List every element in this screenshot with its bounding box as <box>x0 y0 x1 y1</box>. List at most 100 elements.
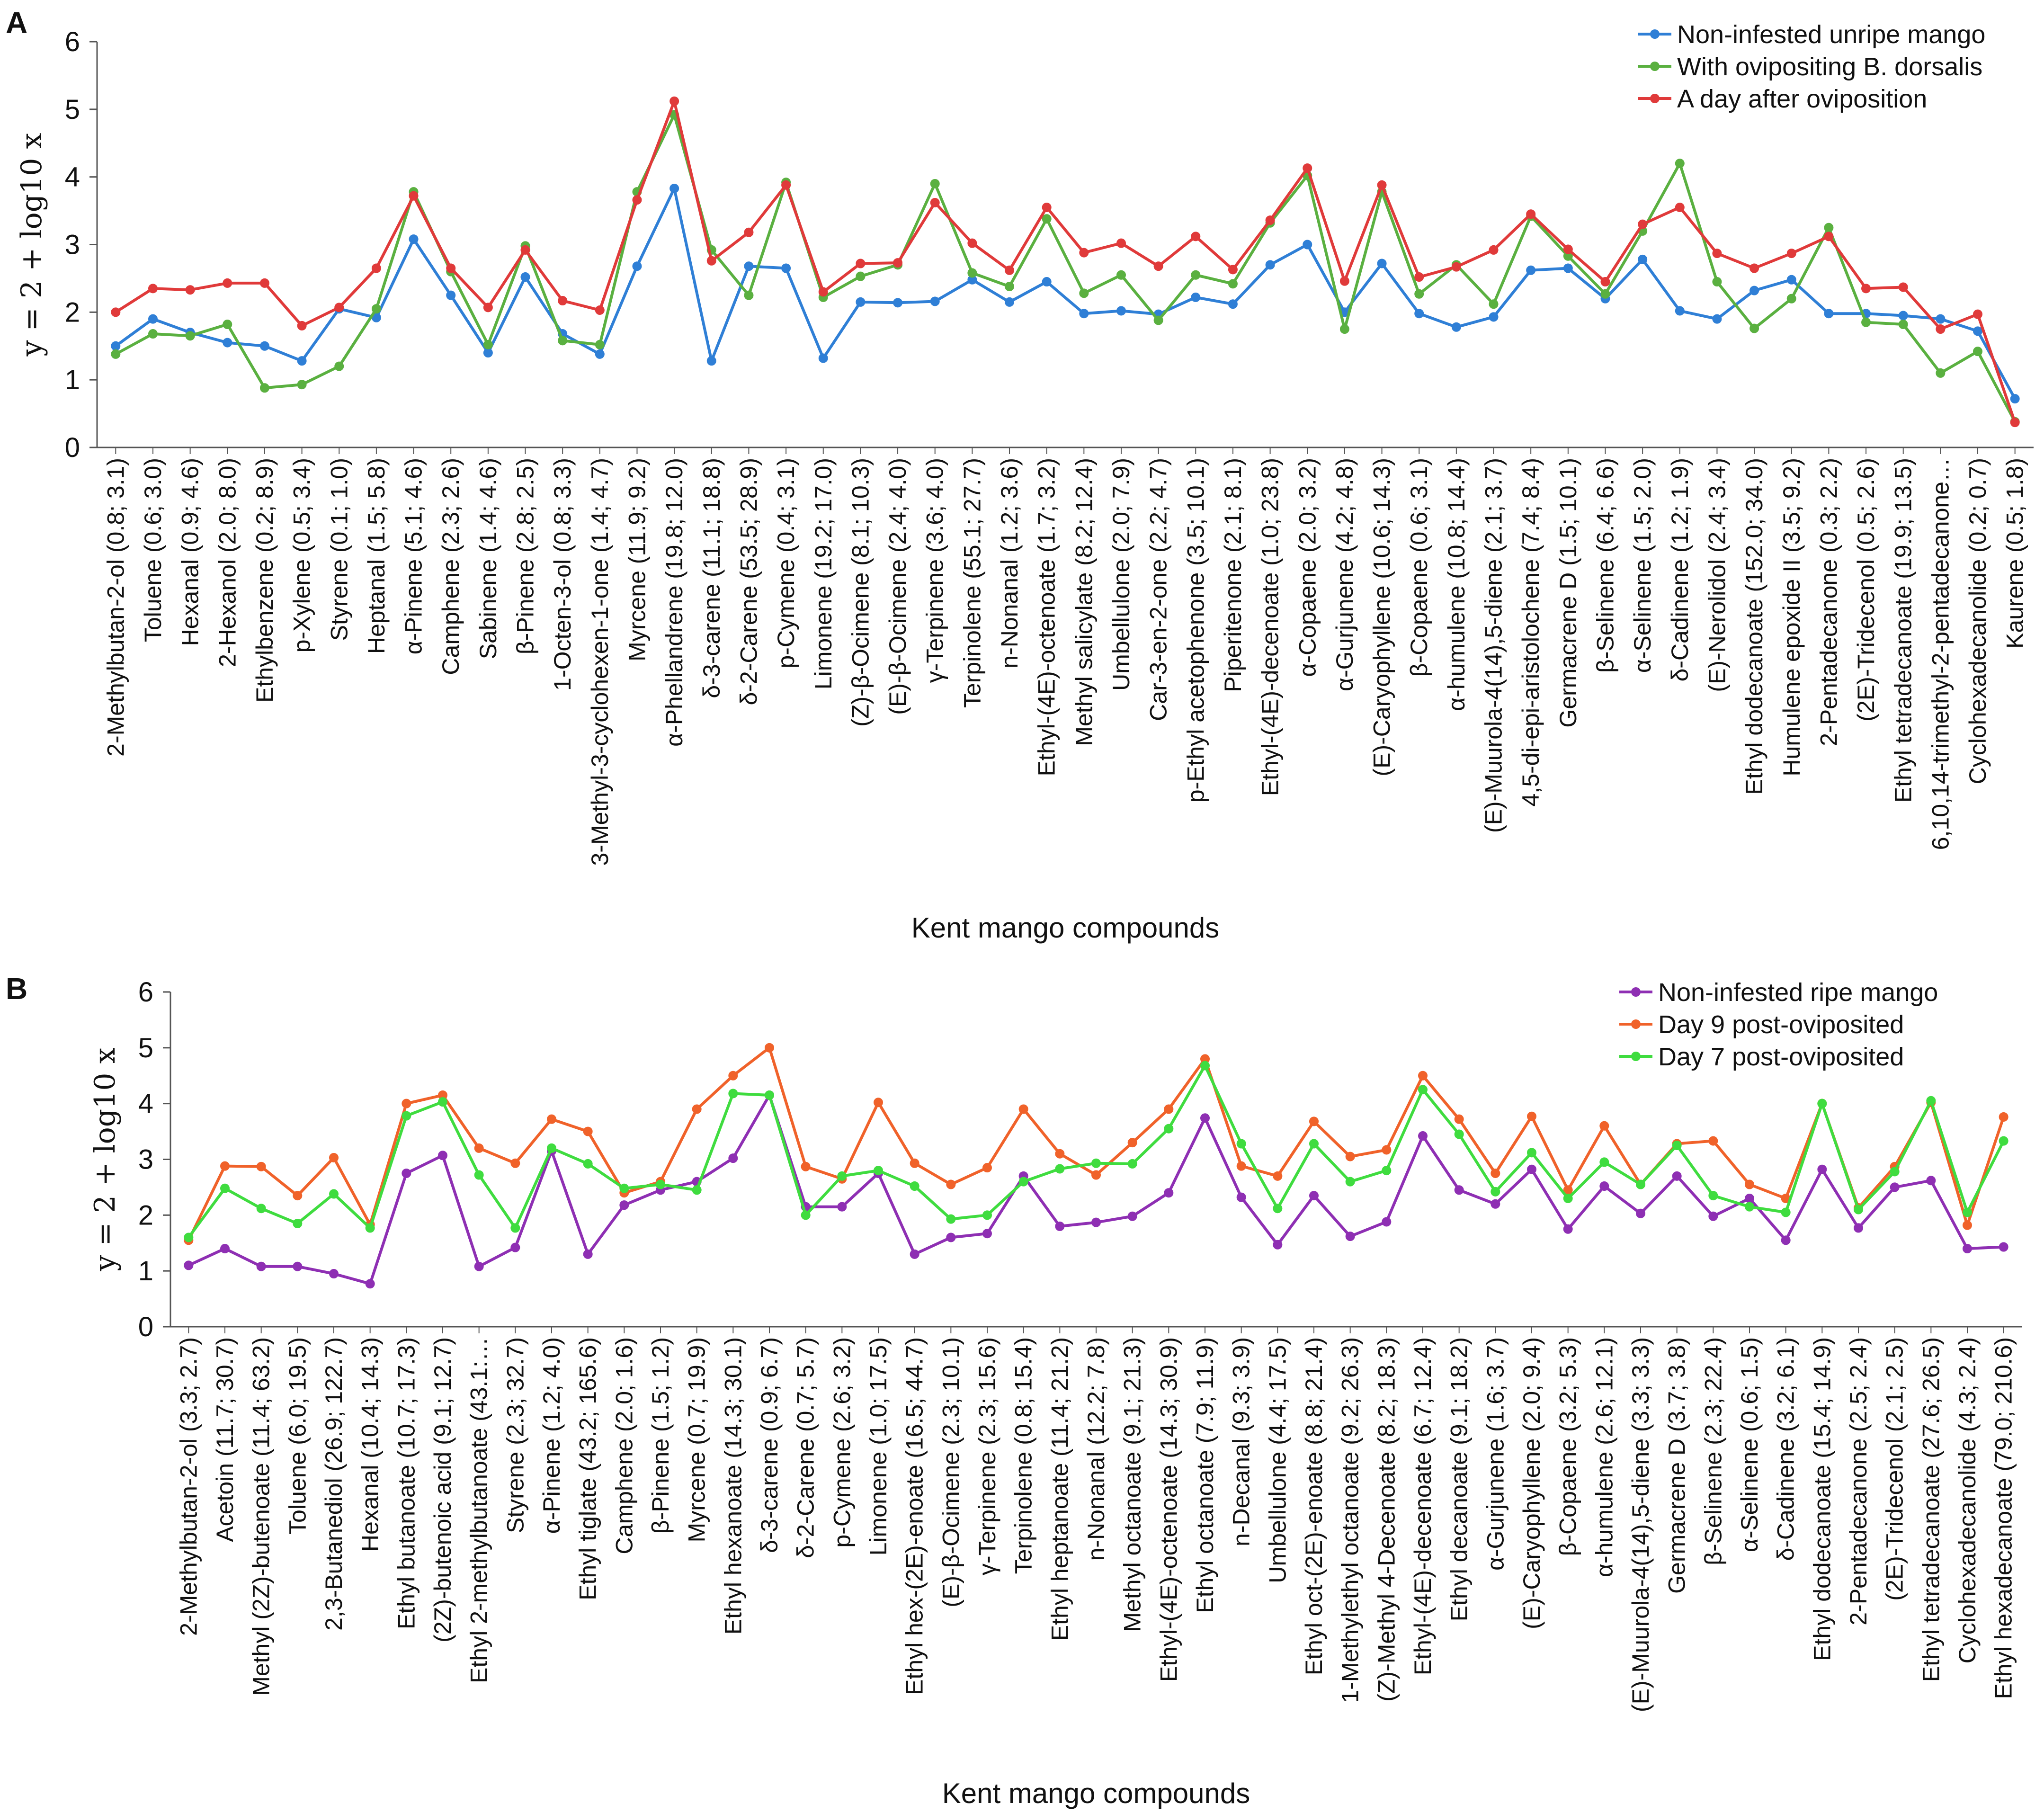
data-point <box>223 320 232 330</box>
y-tick-label: 3 <box>65 230 80 260</box>
x-tick-label: Ethyl tetradecanoate (27.6; 26.5) <box>1918 1337 1944 1682</box>
x-tick-label: Sabinene (1.4; 4.6) <box>475 458 501 659</box>
x-tick-label: Ethyl-(4E)-decenoate (6.7; 12.4) <box>1410 1337 1436 1675</box>
data-point <box>874 1166 883 1176</box>
data-point <box>1382 1145 1392 1155</box>
data-point <box>483 303 493 313</box>
data-point <box>297 380 307 390</box>
y-axis-label: y = 2 + log10 x <box>89 1047 122 1271</box>
data-point <box>1781 1207 1791 1217</box>
panel-letter: B <box>6 972 27 1006</box>
data-point <box>510 1223 520 1233</box>
data-point <box>1382 1166 1392 1176</box>
data-point <box>1712 277 1722 287</box>
x-tick-label: 2-Pentadecanone (2.5; 2.4) <box>1845 1337 1872 1625</box>
data-point <box>744 290 754 300</box>
data-point <box>1418 1085 1428 1095</box>
data-point <box>185 285 195 295</box>
data-point <box>1708 1211 1718 1221</box>
data-point <box>184 1232 194 1242</box>
x-tick-label: Cyclohexadecanolide (4.3; 2.4) <box>1954 1337 1981 1663</box>
data-point <box>1164 1188 1174 1198</box>
data-point <box>1527 1164 1536 1174</box>
data-point <box>1563 244 1573 254</box>
data-point <box>669 96 679 106</box>
data-point <box>1890 1167 1900 1177</box>
data-point <box>1489 299 1499 309</box>
x-tick-label: δ-Cadinene (1.2; 1.9) <box>1667 458 1693 682</box>
data-point <box>334 361 344 371</box>
data-point <box>1091 1170 1101 1180</box>
data-point <box>1636 1208 1645 1218</box>
data-point <box>856 297 866 307</box>
data-point <box>483 339 493 349</box>
data-point <box>728 1071 738 1081</box>
data-point <box>483 348 493 358</box>
data-point <box>1599 1121 1609 1131</box>
data-point <box>1055 1149 1065 1159</box>
panel-a: A 0 1 2 3 4 5 6 y = 2 + log10 x 2-Methylbutan-2-o… <box>6 6 2034 944</box>
y-tick-label: 2 <box>65 297 80 328</box>
data-point <box>930 197 940 207</box>
data-point <box>558 296 568 306</box>
x-axis-label: Kent mango compounds <box>942 1777 1250 1809</box>
data-point <box>893 258 903 268</box>
x-tick-label: 2-Methylbutan-2-ol (3.3; 2.7) <box>175 1337 202 1636</box>
data-point <box>1749 286 1759 295</box>
x-tick-label: Ethyl hex-(2E)-enoate (16.5; 44.7) <box>902 1337 928 1695</box>
data-point <box>692 1104 702 1114</box>
data-point <box>446 263 456 273</box>
x-tick-label: (E)-Caryophyllene (10.6; 14.3) <box>1369 458 1395 777</box>
legend-marker <box>1650 29 1660 39</box>
data-point <box>1236 1139 1246 1149</box>
data-point <box>1898 320 1908 330</box>
legend-marker <box>1650 94 1660 103</box>
data-point <box>1265 215 1275 225</box>
data-point <box>148 284 158 294</box>
data-point <box>1563 263 1573 273</box>
y-tick-label: 0 <box>138 1312 153 1342</box>
legend-label: Day 7 post-oviposited <box>1658 1043 1904 1071</box>
x-tick-label: Ethyl octanoate (7.9; 11.9) <box>1192 1337 1218 1613</box>
data-point <box>1563 1193 1573 1203</box>
data-point <box>1228 279 1238 289</box>
data-point <box>558 336 568 346</box>
x-tick-label: p-Ethyl acetophenone (3.5; 10.1) <box>1182 458 1209 803</box>
data-point <box>510 1158 520 1168</box>
y-tick-label: 2 <box>138 1200 153 1231</box>
data-point <box>595 349 605 359</box>
x-tick-label: Methyl octanoate (9.1; 21.3) <box>1119 1337 1146 1632</box>
data-point <box>1489 312 1499 322</box>
y-axis-label: y = 2 + log10 x <box>15 133 48 357</box>
data-point <box>1898 282 1908 292</box>
legend-marker <box>1631 1052 1641 1061</box>
data-point <box>1116 306 1126 316</box>
x-tick-label: β-Pinene (1.5; 1.2) <box>647 1337 674 1534</box>
data-point <box>946 1179 956 1189</box>
data-point <box>1712 249 1722 259</box>
legend-label: With ovipositing B. dorsalis <box>1677 53 1982 81</box>
data-point <box>1191 270 1201 280</box>
data-point <box>583 1159 593 1169</box>
x-tick-label: Ethyl hexanoate (14.3; 30.1) <box>720 1337 746 1634</box>
data-point <box>259 383 269 393</box>
x-tick-label: Myrcene (11.9; 9.2) <box>624 458 650 661</box>
data-point <box>1377 180 1387 190</box>
y-tick-label: 1 <box>65 365 80 395</box>
x-tick-label: δ-2-Carene (0.7; 5.7) <box>793 1337 819 1558</box>
data-point <box>184 1260 194 1270</box>
data-point <box>474 1143 484 1153</box>
data-point <box>1309 1139 1319 1149</box>
data-point <box>329 1189 339 1199</box>
data-point <box>1824 309 1834 319</box>
data-point <box>1861 284 1871 294</box>
data-point <box>1079 248 1089 258</box>
y-tick-label: 1 <box>138 1256 153 1286</box>
x-tick-label: 2-Pentadecanone (0.3; 2.2) <box>1815 458 1842 746</box>
data-point <box>365 1279 375 1289</box>
data-point <box>1454 1114 1464 1124</box>
data-point <box>1273 1204 1283 1214</box>
data-point <box>1898 311 1908 321</box>
x-tick-label: β-Copaene (0.6; 3.1) <box>1406 458 1432 677</box>
data-point <box>1265 260 1275 270</box>
